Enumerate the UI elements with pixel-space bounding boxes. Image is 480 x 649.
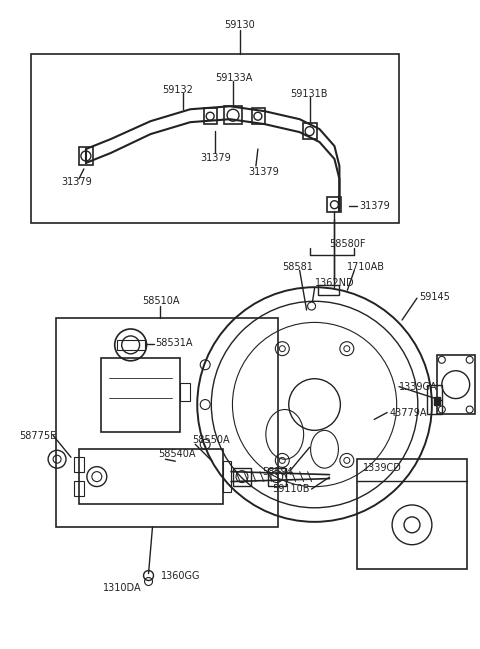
Bar: [223, 461, 231, 492]
Bar: [31, 54, 399, 223]
Text: 1362ND: 1362ND: [314, 278, 354, 288]
Bar: [101, 358, 180, 432]
Text: 1339CD: 1339CD: [363, 463, 402, 473]
Text: 59110B: 59110B: [272, 484, 309, 494]
Bar: [357, 459, 467, 569]
Text: 58775E: 58775E: [19, 432, 57, 441]
Bar: [117, 340, 144, 350]
Text: 58540A: 58540A: [158, 449, 196, 459]
Bar: [427, 385, 442, 415]
Bar: [74, 458, 84, 472]
Bar: [302, 123, 316, 139]
Bar: [204, 108, 217, 124]
Text: 59132: 59132: [162, 86, 193, 95]
Text: 1310DA: 1310DA: [103, 583, 142, 593]
Text: 59145: 59145: [419, 292, 450, 302]
Bar: [434, 397, 440, 404]
Text: 58580F: 58580F: [329, 238, 366, 249]
Text: 58581: 58581: [282, 262, 312, 273]
Bar: [318, 285, 339, 295]
Text: 1339GA: 1339GA: [399, 382, 438, 391]
Bar: [252, 108, 265, 124]
Text: 59130: 59130: [225, 19, 255, 30]
Text: 58531A: 58531A: [156, 338, 193, 348]
Text: 31379: 31379: [360, 201, 390, 211]
Bar: [327, 197, 341, 212]
Text: 31379: 31379: [200, 153, 231, 163]
Bar: [224, 106, 242, 124]
Text: 59133A: 59133A: [215, 73, 252, 84]
Bar: [268, 468, 286, 485]
Bar: [79, 449, 223, 504]
Bar: [180, 383, 190, 400]
Text: 31379: 31379: [248, 167, 279, 177]
Text: 58510A: 58510A: [142, 296, 179, 306]
Text: 1360GG: 1360GG: [160, 570, 200, 581]
Text: 1710AB: 1710AB: [348, 262, 385, 273]
Text: 31379: 31379: [61, 177, 92, 187]
Bar: [233, 468, 251, 485]
Text: 59131B: 59131B: [290, 90, 327, 99]
Bar: [74, 481, 84, 496]
Text: 58594: 58594: [262, 467, 293, 477]
Bar: [437, 355, 475, 415]
Text: 43779A: 43779A: [389, 408, 427, 417]
Bar: [56, 318, 278, 527]
Text: 58550A: 58550A: [192, 435, 230, 445]
Bar: [79, 147, 93, 165]
